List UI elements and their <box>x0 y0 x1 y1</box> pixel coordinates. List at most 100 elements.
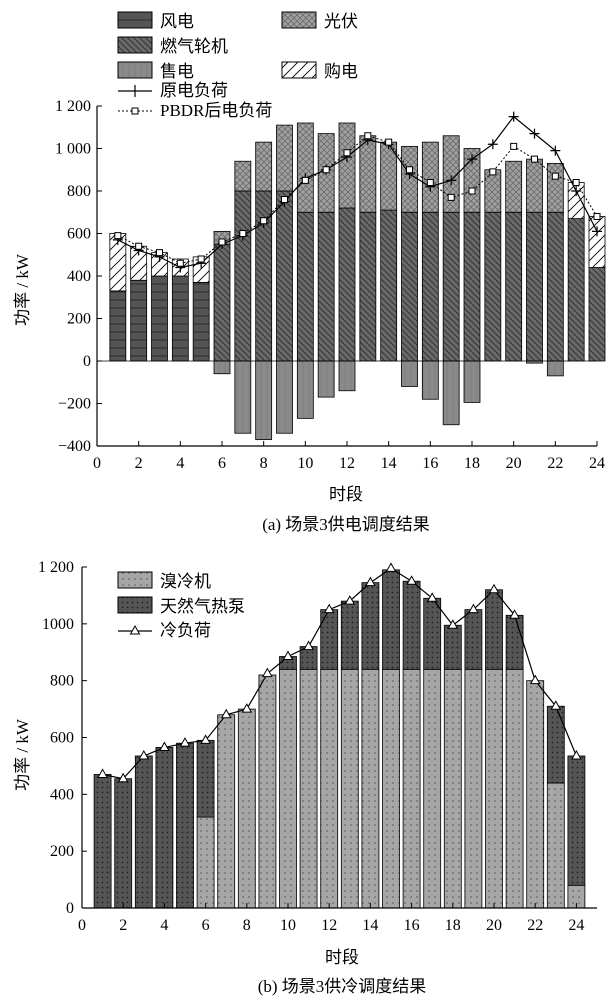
cooling-x-tick-label: 10 <box>280 917 296 934</box>
bar-bromide-chiller-12 <box>320 668 339 909</box>
legend-buy-label: 购电 <box>324 62 358 81</box>
pbdr-load-point-20 <box>510 142 518 150</box>
cooling-load-point-9 <box>262 667 273 678</box>
power-x-tick-label: 4 <box>176 455 184 472</box>
bar-gas-turbine-23 <box>567 218 585 362</box>
bar-gas-turbine-22 <box>546 211 564 362</box>
power-x-tick-label: 24 <box>589 455 605 472</box>
power-x-tick-label: 14 <box>381 455 397 472</box>
pbdr-load-point-16 <box>426 179 434 186</box>
legend-gas-heat-pump-label: 天然气热泵 <box>160 597 245 616</box>
power-x-tick-label: 0 <box>93 455 101 472</box>
cooling-load-point-3 <box>138 749 150 760</box>
bar-bromide-chiller-6 <box>196 816 215 909</box>
bar-gas-heat-pump-21 <box>505 614 524 670</box>
bar-pv-10 <box>296 122 314 213</box>
bar-pv-12 <box>338 122 356 209</box>
bar-pv-16 <box>421 141 439 213</box>
cooling-x-tick-label: 14 <box>362 917 378 934</box>
bar-pv-20 <box>505 160 523 213</box>
bar-gas-heat-pump-16 <box>402 580 421 670</box>
cooling-bars <box>93 569 586 909</box>
pbdr-load-point-5 <box>197 255 205 263</box>
cooling-x-tick-label: 12 <box>321 917 337 934</box>
pbdr-load-point-14 <box>385 138 393 146</box>
cooling-load-point-4 <box>159 741 170 751</box>
bar-bromide-chiller-23 <box>546 782 565 909</box>
cooling-load-point-5 <box>179 737 191 747</box>
bar-bromide-chiller-20 <box>485 668 503 909</box>
bar-gas-turbine-13 <box>359 211 377 362</box>
power-y-axis-label: 功率 / kW <box>13 253 32 326</box>
cooling-y-tick-label: 200 <box>50 843 74 860</box>
bar-sell-7 <box>234 360 252 434</box>
original-load-point-23 <box>571 186 582 196</box>
bar-gas-heat-pump-2 <box>114 778 133 909</box>
cooling-load-point-12 <box>323 603 335 614</box>
bar-bromide-chiller-14 <box>361 668 380 909</box>
legend-pv-swatch <box>281 11 317 29</box>
bar-gas-heat-pump-24 <box>567 755 586 886</box>
bar-bromide-chiller-15 <box>382 668 400 909</box>
cooling-x-tick-label: 24 <box>568 917 584 934</box>
power-y-tick-label: 200 <box>67 311 91 328</box>
bar-gas-turbine-11 <box>317 211 335 362</box>
power-y-tick-label: 0 <box>83 353 91 370</box>
original-load-line <box>117 115 598 269</box>
pbdr-load-point-4 <box>176 259 184 267</box>
bar-bromide-chiller-21 <box>505 668 524 909</box>
pbdr-load-point-3 <box>156 249 163 257</box>
bar-gas-turbine-18 <box>463 211 481 362</box>
cooling-load-point-14 <box>365 576 376 587</box>
cooling-y-tick-label: 0 <box>66 900 74 917</box>
bar-wind-1 <box>109 290 127 362</box>
bar-bromide-chiller-22 <box>526 680 545 909</box>
bar-sell-11 <box>317 360 335 398</box>
cooling-load-point-8 <box>241 703 253 713</box>
cooling-y-tick-label: 1 200 <box>38 559 74 576</box>
legend-gas-heat-pump-swatch <box>117 596 153 614</box>
bar-gas-heat-pump-13 <box>340 600 359 670</box>
power-y-tick-label: 800 <box>67 183 91 200</box>
cooling-y-axis-label: 功率 / kW <box>13 718 32 791</box>
bar-pv-19 <box>484 169 502 213</box>
bar-gas-heat-pump-3 <box>134 755 153 909</box>
legend-cooling-load: 冷负荷 <box>118 621 211 640</box>
bar-bromide-chiller-19 <box>464 668 483 909</box>
cooling-load-line <box>97 562 582 783</box>
bar-pv-13 <box>359 135 377 213</box>
power-bars <box>109 122 606 441</box>
power-x-tick-label: 18 <box>464 455 480 472</box>
pbdr-load-point-10 <box>301 176 309 184</box>
original-load-point-24 <box>592 226 602 237</box>
bar-gas-turbine-7 <box>234 190 252 362</box>
cooling-load-point-2 <box>117 772 129 783</box>
power-y-tick-label: −400 <box>58 438 91 455</box>
cooling-load-point-18 <box>447 619 459 629</box>
original-load-point-21 <box>529 128 540 139</box>
power-x-tick-label: 6 <box>218 455 226 472</box>
bar-gas-turbine-19 <box>484 211 502 362</box>
pbdr-load-point-15 <box>406 166 413 174</box>
pbdr-load-point-17 <box>447 193 455 201</box>
cooling-y-tick-label: 400 <box>50 786 74 803</box>
bar-gas-turbine-20 <box>505 211 523 362</box>
bar-wind-3 <box>151 275 168 362</box>
bar-bromide-chiller-10 <box>279 668 297 909</box>
bar-sell-8 <box>255 360 273 441</box>
legend-original-load: 原电负荷 <box>118 81 228 100</box>
bar-gas-heat-pump-4 <box>155 747 174 909</box>
legend-bromide-chiller: 溴冷机 <box>117 571 211 591</box>
cooling-x-tick-label: 6 <box>202 917 210 934</box>
power-x-tick-label: 20 <box>506 455 522 472</box>
power-x-tick-label: 10 <box>297 455 313 472</box>
cooling-load-point-11 <box>303 640 314 651</box>
bar-gas-turbine-21 <box>526 211 543 362</box>
bar-wind-2 <box>130 279 148 362</box>
legend-pbdr-load-marker <box>131 107 139 115</box>
bar-gas-turbine-24 <box>588 267 606 362</box>
power-x-tick-label: 8 <box>260 455 268 472</box>
pbdr-load-point-6 <box>218 238 226 246</box>
bar-pv-15 <box>401 145 418 213</box>
bar-pv-9 <box>276 124 293 192</box>
